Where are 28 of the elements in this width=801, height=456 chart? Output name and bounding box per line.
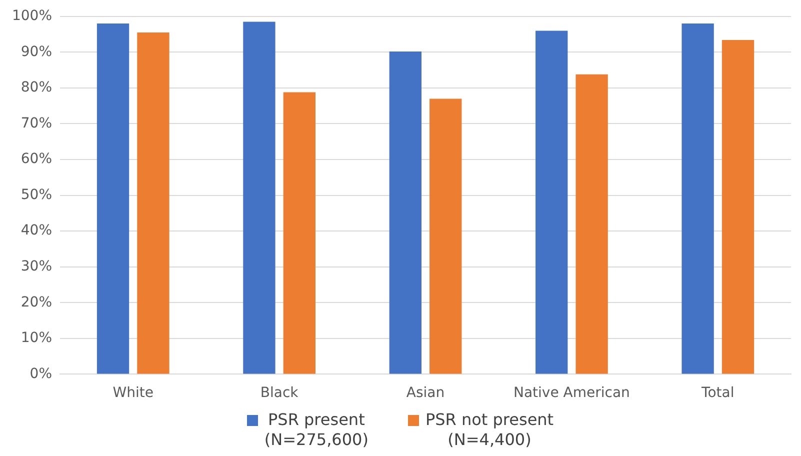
bar — [243, 22, 276, 374]
bar — [430, 98, 462, 374]
y-tick-label: 30% — [20, 258, 52, 274]
x-tick-label: Black — [260, 385, 300, 402]
bar — [283, 92, 316, 374]
legend-label: PSR present (N=275,600) — [264, 410, 368, 450]
y-tick-label: 10% — [20, 330, 52, 346]
bar — [536, 30, 568, 374]
x-tick-label: Native American — [514, 385, 630, 402]
y-tick-label: 70% — [20, 115, 52, 132]
y-tick-label: 60% — [20, 151, 52, 168]
y-tick-label: 50% — [20, 186, 52, 203]
x-tick-label: White — [112, 385, 154, 402]
bar — [722, 40, 754, 374]
bar — [137, 32, 170, 374]
y-tick-label: 40% — [20, 222, 52, 239]
x-tick-label: Total — [700, 385, 734, 402]
x-tick-label: Asian — [406, 385, 445, 402]
y-tick-label: 80% — [20, 80, 52, 96]
legend-label: PSR not present (N=4,400) — [425, 410, 554, 450]
bar — [682, 24, 714, 374]
y-tick-label: 0% — [30, 366, 52, 382]
y-tick-label: 90% — [20, 44, 52, 60]
y-tick-label: 20% — [20, 294, 52, 310]
y-tick-label: 100% — [12, 8, 52, 24]
bar — [389, 51, 422, 374]
bar — [576, 74, 608, 374]
bar — [96, 24, 130, 374]
